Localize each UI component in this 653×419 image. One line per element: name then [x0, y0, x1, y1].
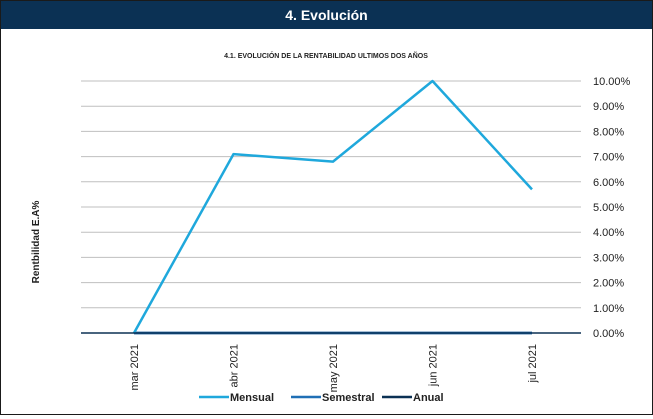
- legend-label-mensual: Mensual: [230, 392, 274, 404]
- section-header: 4. Evolución: [1, 1, 652, 29]
- y-tick-label: 9.00%: [593, 101, 624, 113]
- legend: Mensual Semestral Anual: [199, 392, 444, 404]
- y-axis-ticks: 0.00% 1.00% 2.00% 3.00% 4.00% 5.00% 6.00% 7.00%…: [593, 76, 631, 340]
- x-tick-label: abr 2021: [229, 344, 241, 387]
- y-tick-label: 0.00%: [593, 328, 624, 340]
- y-tick-label: 4.00%: [593, 227, 624, 239]
- section-title: 4. Evolución: [285, 7, 368, 23]
- y-tick-label: 1.00%: [593, 303, 624, 315]
- x-tick-label: jun 2021: [428, 344, 440, 387]
- x-tick-label: may 2021: [328, 344, 340, 392]
- y-tick-label: 6.00%: [593, 177, 624, 189]
- y-tick-label: 3.00%: [593, 252, 624, 264]
- series-line-mensual: [132, 79, 533, 334]
- y-tick-label: 8.00%: [593, 126, 624, 138]
- series-lines: [81, 79, 581, 335]
- y-tick-label: 10.00%: [593, 76, 631, 88]
- y-tick-label: 7.00%: [593, 152, 624, 164]
- x-tick-label: jul 2021: [527, 344, 539, 384]
- y-tick-label: 5.00%: [593, 202, 624, 214]
- x-axis-ticks: mar 2021 abr 2021 may 2021 jun 2021 jul 2021: [129, 344, 539, 392]
- y-axis-label: Rentbilidad E.A%: [31, 201, 42, 284]
- chart-area: 4.1. EVOLUCIÓN DE LA RENTABILIDAD ULTIMO…: [1, 29, 652, 414]
- chart-title: 4.1. EVOLUCIÓN DE LA RENTABILIDAD ULTIMO…: [224, 51, 428, 60]
- evolution-chart: 4.1. EVOLUCIÓN DE LA RENTABILIDAD ULTIMO…: [31, 51, 631, 404]
- x-tick-label: mar 2021: [129, 344, 141, 390]
- gridlines: [81, 80, 581, 334]
- legend-label-anual: Anual: [413, 392, 444, 404]
- legend-label-semestral: Semestral: [322, 392, 375, 404]
- y-tick-label: 2.00%: [593, 278, 624, 290]
